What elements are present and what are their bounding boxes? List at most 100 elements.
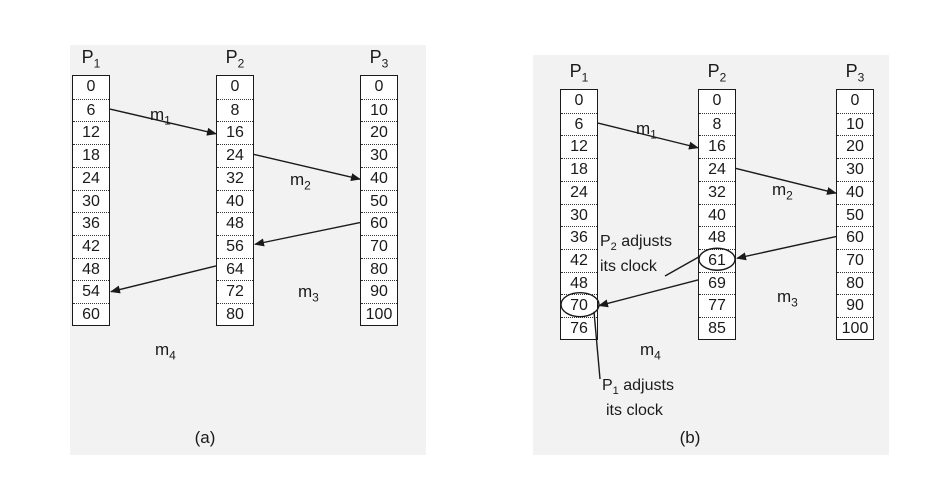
clock-tick-cell: 0: [850, 92, 860, 109]
clock-tick-cell: 80: [217, 303, 253, 326]
clock-tick-cell: 24: [561, 180, 597, 204]
clock-tick-cell: 76: [561, 317, 597, 340]
clock-tick-cell: 40: [699, 203, 735, 227]
panel-a-message-label-m4-subscript: 4: [169, 348, 176, 363]
panel-a-process-label-p3-subscript: 3: [381, 56, 389, 71]
panel-a-message-label-m3: m3: [298, 282, 319, 304]
panel-b-message-label-m2-subscript: 2: [786, 188, 793, 203]
panel-a-arrow-m1: [109, 108, 217, 136]
clock-tick-cell: 70: [561, 294, 597, 317]
clock-tick-cell: 48: [561, 271, 597, 295]
panel-a-message-label-m4-text: m: [155, 340, 170, 359]
clock-tick-cell: 85: [699, 317, 735, 340]
p2-adjusts-line2: its clock: [600, 258, 657, 276]
clock-tick-cell: 40: [837, 180, 873, 204]
panel-b-message-label-m4: m4: [640, 340, 661, 362]
clock-tick-cell: 72: [217, 280, 253, 303]
p1-adjusts-clock-annotation: P1 adjusts its clock: [600, 376, 676, 421]
p1-adjusts-line1: P1 adjusts: [602, 376, 674, 401]
panel-a-message-label-m1-subscript: 1: [164, 113, 171, 128]
clock-tick-cell: 30: [361, 144, 397, 167]
p2-adjusts-clock-annotation: P2 adjusts its clock: [598, 232, 674, 277]
panel-a-process-label-p3: P3: [359, 47, 399, 71]
clock-tick-cell: 100: [361, 303, 397, 326]
clock-tick-cell: 69: [699, 271, 735, 295]
clock-tick-cell: 70: [837, 248, 873, 272]
clock-tick-cell: 50: [361, 189, 397, 213]
clock-tick-cell: 48: [73, 257, 109, 281]
p2-adjusts-line1: P2 adjusts: [600, 232, 672, 257]
p1-adjusts-line2: its clock: [606, 402, 663, 420]
clock-tick-cell: 0: [712, 92, 722, 109]
clock-tick-cell: 54: [73, 280, 109, 303]
clock-tick-cell: 12: [73, 121, 109, 144]
clock-tick-cell: 16: [217, 121, 253, 144]
panel-a-process-label-p2-subscript: 2: [237, 56, 245, 71]
p2-adjusts-line1-subscript: 2: [610, 241, 617, 254]
p2-adjusts-line1-text: P: [600, 233, 611, 250]
p2-adjusts-line1-suffix: adjusts: [616, 233, 672, 250]
clock-tick-cell: 24: [73, 166, 109, 190]
panel-b-message-label-m2: m2: [772, 180, 793, 202]
clock-tick-cell: 0: [230, 78, 240, 95]
panel-a-caption: (a): [194, 428, 216, 447]
clock-tick-cell: 10: [837, 112, 873, 136]
clock-tick-cell: 24: [217, 144, 253, 167]
panel-a-p3-clock-column: 0 10 20 30 40 50 60 70 80 90 100: [360, 75, 398, 326]
panel-b-process-label-p1: P1: [559, 61, 599, 85]
panel-b-message-label-m3: m3: [777, 287, 798, 309]
panel-b-arrow-m4: [598, 279, 699, 308]
panel-a-process-label-p1-text: P: [81, 47, 94, 67]
panel-b-process-label-p1-text: P: [569, 61, 582, 81]
clock-tick-cell: 60: [837, 226, 873, 249]
panel-a-message-label-m2: m2: [290, 170, 311, 192]
p1-annotation-pointer: [593, 311, 601, 380]
panel-a-message-label-m2-subscript: 2: [304, 178, 311, 193]
clock-tick-cell: 20: [837, 135, 873, 158]
panel-a-arrow-m4: [110, 265, 217, 294]
clock-tick-cell: 40: [361, 166, 397, 190]
clock-tick-cell: 42: [73, 234, 109, 258]
panel-b-process-label-p2: P2: [697, 61, 737, 85]
clock-tick-cell: 0: [574, 92, 584, 109]
clock-tick-cell: 80: [361, 257, 397, 281]
clock-tick-cell: 32: [699, 180, 735, 204]
panel-b-process-label-p3-subscript: 3: [857, 70, 865, 85]
clock-tick-cell: 77: [699, 294, 735, 317]
panel-b-message-label-m3-subscript: 3: [791, 295, 798, 310]
panel-a-process-label-p2-text: P: [225, 47, 238, 67]
clock-tick-cell: 90: [361, 280, 397, 303]
panel-b-p3-clock-column: 0 10 20 30 40 50 60 70 80 90 100: [836, 89, 874, 340]
clock-tick-cell: 20: [361, 121, 397, 144]
clock-tick-cell: 8: [217, 98, 253, 122]
clock-tick-cell: 12: [561, 135, 597, 158]
clock-tick-cell: 16: [699, 135, 735, 158]
panel-a-process-label-p1: P1: [71, 47, 111, 71]
panel-b-message-label-m2-text: m: [772, 180, 787, 199]
clock-tick-cell: 80: [837, 271, 873, 295]
p2-annotation-pointer: [664, 255, 701, 277]
clock-tick-cell: 6: [561, 112, 597, 136]
panel-b-message-label-m4-text: m: [640, 340, 655, 359]
panel-a-arrow-m3: [254, 221, 361, 247]
panel-b-p1-clock-column: 0 6 12 18 24 30 36 42 48 70 76: [560, 89, 598, 340]
clock-tick-cell: 24: [699, 158, 735, 181]
panel-b-caption: (b): [679, 428, 701, 447]
clock-tick-cell: 48: [217, 212, 253, 235]
panel-a-process-label-p3-text: P: [369, 47, 382, 67]
p1-adjusts-line1-text: P: [602, 377, 613, 394]
p1-adjusts-line1-suffix: adjusts: [618, 377, 674, 394]
clock-tick-cell: 61: [699, 248, 735, 272]
clock-tick-cell: 30: [837, 158, 873, 181]
clock-tick-cell: 48: [699, 226, 735, 249]
clock-tick-cell: 18: [73, 144, 109, 167]
panel-a-process-label-p2: P2: [215, 47, 255, 71]
clock-tick-cell: 32: [217, 166, 253, 190]
panel-a-message-label-m3-text: m: [298, 282, 313, 301]
clock-tick-cell: 60: [73, 303, 109, 326]
clock-tick-cell: 40: [217, 189, 253, 213]
panel-b-arrow-m2: [735, 167, 837, 195]
panel-a-process-label-p1-subscript: 1: [93, 56, 101, 71]
clock-tick-cell: 36: [73, 212, 109, 235]
